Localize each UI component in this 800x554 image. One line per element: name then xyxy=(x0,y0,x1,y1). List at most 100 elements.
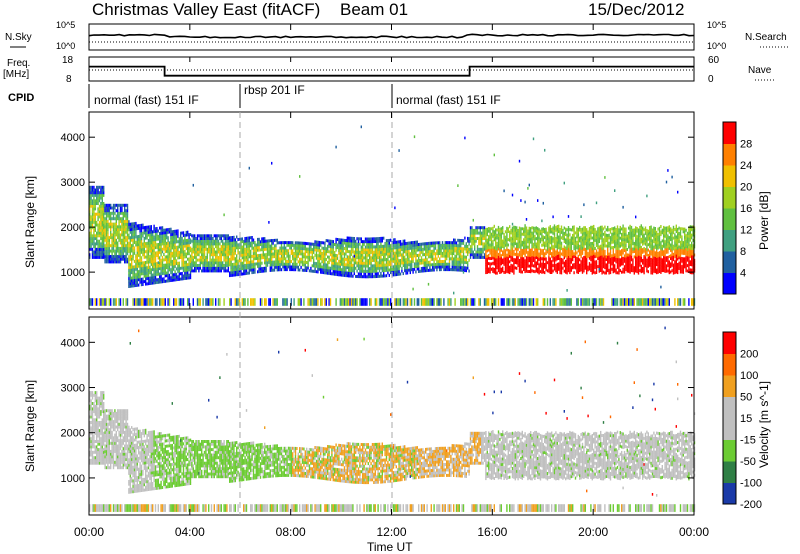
range-gate-cell xyxy=(240,261,242,265)
near-range-cell xyxy=(297,298,299,306)
range-gate-cell xyxy=(327,260,329,264)
range-gate-cell xyxy=(139,251,141,254)
range-gate-cell xyxy=(189,273,192,277)
range-gate-cell xyxy=(100,255,102,259)
range-gate-cell xyxy=(184,277,186,280)
range-gate-cell xyxy=(545,249,547,253)
range-gate-cell xyxy=(455,249,458,253)
range-gate-cell xyxy=(111,236,113,240)
range-gate-cell xyxy=(187,273,189,277)
range-gate-cell xyxy=(254,254,256,258)
range-gate-cell xyxy=(226,237,228,240)
range-gate-cell xyxy=(457,268,459,272)
range-gate-cell xyxy=(531,234,533,238)
range-gate-cell xyxy=(380,266,382,270)
range-gate-cell xyxy=(462,268,465,272)
range-gate-cell xyxy=(205,239,207,243)
range-gate-cell xyxy=(157,272,159,276)
range-gate-cell xyxy=(566,247,568,251)
range-gate-cell xyxy=(153,243,155,247)
range-gate-cell xyxy=(195,237,197,240)
range-gate-cell xyxy=(216,255,218,259)
range-gate-cell xyxy=(489,235,491,239)
range-gate-cell xyxy=(579,244,581,248)
range-gate-cell xyxy=(142,280,144,284)
scatter-cell xyxy=(520,199,522,202)
near-range-cell xyxy=(399,298,402,306)
range-gate-cell xyxy=(331,272,333,276)
range-gate-cell xyxy=(273,249,276,253)
range-gate-cell xyxy=(89,253,91,257)
range-gate-cell xyxy=(271,239,273,243)
range-gate-cell xyxy=(279,262,281,266)
range-gate-cell xyxy=(159,275,161,279)
range-gate-cell xyxy=(531,255,533,259)
range-gate-cell xyxy=(132,249,134,253)
range-gate-cell xyxy=(146,250,148,253)
range-gate-cell xyxy=(521,270,523,274)
range-gate-cell xyxy=(387,268,389,272)
range-gate-cell xyxy=(401,256,403,260)
range-gate-cell xyxy=(328,271,330,275)
range-gate-cell xyxy=(96,223,98,227)
range-gate-cell xyxy=(203,255,206,259)
range-gate-cell xyxy=(181,266,183,270)
range-gate-cell xyxy=(160,264,162,268)
range-gate-cell xyxy=(419,248,421,252)
range-gate-cell xyxy=(360,248,362,252)
near-range-cell xyxy=(178,298,180,306)
range-gate-cell xyxy=(94,215,96,219)
range-gate-cell xyxy=(514,231,516,235)
range-gate-cell xyxy=(507,257,509,260)
range-gate-cell xyxy=(395,240,397,244)
scatter-cell xyxy=(271,161,273,165)
range-gate-cell xyxy=(573,236,575,240)
range-gate-cell xyxy=(108,260,110,264)
range-gate-cell xyxy=(208,245,210,249)
range-gate-cell xyxy=(180,266,182,270)
range-gate-cell xyxy=(503,254,505,258)
range-gate-cell xyxy=(503,241,505,245)
range-gate-cell xyxy=(199,250,201,254)
range-gate-cell xyxy=(566,244,568,248)
range-gate-cell xyxy=(244,258,246,262)
range-gate-cell xyxy=(314,248,316,252)
range-gate-cell xyxy=(276,257,278,261)
range-gate-cell xyxy=(307,258,309,262)
range-gate-cell xyxy=(174,275,176,279)
range-gate-cell xyxy=(576,243,578,247)
range-gate-cell xyxy=(258,270,260,274)
range-gate-cell xyxy=(549,268,551,272)
range-gate-cell xyxy=(465,255,467,259)
range-gate-cell xyxy=(135,262,137,266)
range-gate-cell xyxy=(385,258,388,261)
range-gate-cell xyxy=(166,231,168,234)
range-gate-cell xyxy=(500,248,502,252)
range-gate-cell xyxy=(514,236,516,240)
range-gate-cell xyxy=(128,271,130,275)
range-gate-cell xyxy=(483,242,486,246)
range-gate-cell xyxy=(576,267,578,271)
range-gate-cell xyxy=(143,261,145,265)
range-gate-cell xyxy=(201,242,203,246)
range-gate-cell xyxy=(362,259,364,262)
range-gate-cell xyxy=(100,210,102,214)
range-gate-cell xyxy=(126,222,129,226)
range-gate-cell xyxy=(203,258,206,262)
range-gate-cell xyxy=(220,247,222,251)
range-gate-cell xyxy=(377,261,379,265)
range-gate-cell xyxy=(412,249,414,253)
range-gate-cell xyxy=(467,236,469,240)
range-gate-cell xyxy=(140,242,143,246)
near-range-cell xyxy=(356,298,358,306)
range-gate-cell xyxy=(530,248,532,252)
range-gate-cell xyxy=(105,206,108,210)
range-gate-cell xyxy=(164,228,166,232)
range-gate-cell xyxy=(310,247,312,251)
range-gate-cell xyxy=(245,261,248,265)
range-gate-cell xyxy=(255,251,257,255)
range-gate-cell xyxy=(542,259,544,263)
near-range-cell xyxy=(324,298,326,306)
range-gate-cell xyxy=(348,263,350,267)
range-gate-cell xyxy=(173,257,175,260)
